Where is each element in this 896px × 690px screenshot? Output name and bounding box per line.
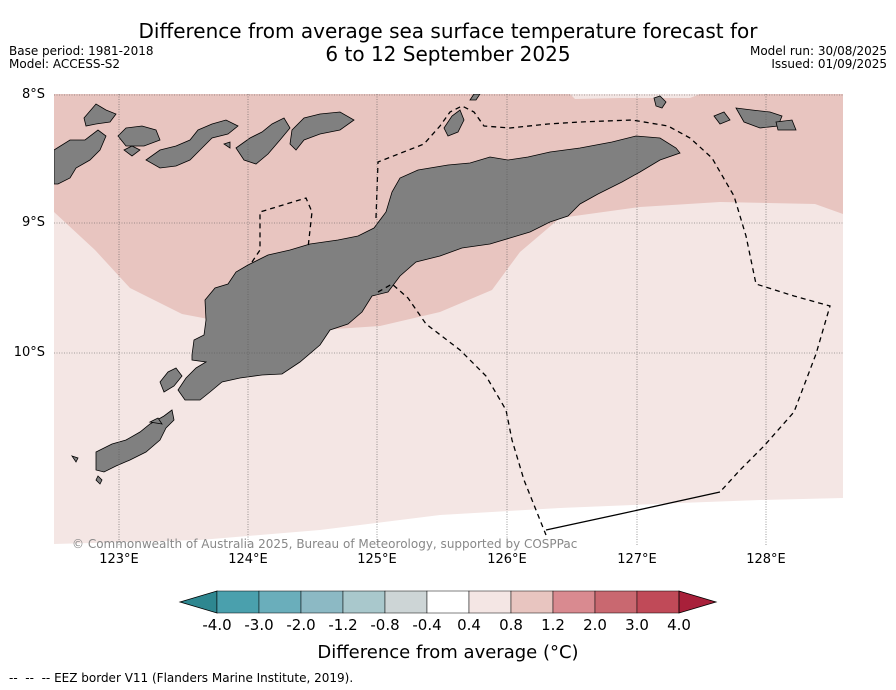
title-line-1: Difference from average sea surface temp… <box>138 19 758 43</box>
eez-border <box>251 105 831 536</box>
timor-island <box>177 135 681 401</box>
lon-label-128e: 128°E <box>746 552 786 567</box>
model-name: Model: ACCESS-S2 <box>9 57 121 71</box>
colorbar-segment <box>258 590 302 614</box>
colorbar-segment <box>636 590 680 614</box>
lon-label-127e: 127°E <box>617 552 657 567</box>
colorbar-segment <box>426 590 470 614</box>
islet-east-2 <box>713 111 731 125</box>
ndao-islet <box>71 455 79 463</box>
eez-legend-text: EEZ border V11 (Flanders Marine Institut… <box>54 671 354 685</box>
colorbar-extend-high <box>678 590 718 614</box>
anomaly-zone-bottom <box>54 498 843 546</box>
adonara-island <box>117 125 161 147</box>
semau-island <box>159 367 183 393</box>
lon-label-123e: 123°E <box>99 552 139 567</box>
lat-label-9s: 9°S <box>21 215 45 230</box>
colorbar-tick-label: 0.8 <box>499 616 523 634</box>
islet-north-2 <box>653 95 667 109</box>
colorbar-title: Difference from average (°C) <box>317 642 579 663</box>
colorbar-segment <box>216 590 260 614</box>
lon-label-125e: 125°E <box>357 552 397 567</box>
colorbar-segment <box>384 590 428 614</box>
colorbar-tick-label: -0.4 <box>412 616 442 634</box>
base-period: Base period: 1981-2018 <box>9 44 154 58</box>
meta-right: Model run: 30/08/2025 Issued: 01/09/2025 <box>750 45 887 71</box>
copyright-notice: © Commonwealth of Australia 2025, Bureau… <box>72 537 578 551</box>
eez-border-solid <box>545 491 721 531</box>
colorbar-segment <box>510 590 554 614</box>
colorbar-segment <box>342 590 386 614</box>
meta-left: Base period: 1981-2018 Model: ACCESS-S2 <box>9 45 154 71</box>
islet-south-1 <box>95 475 103 485</box>
colorbar-segment <box>468 590 512 614</box>
islet-north-4 <box>223 141 231 149</box>
colorbar-segment <box>594 590 638 614</box>
islet-east-1 <box>775 119 797 131</box>
islet-south-2 <box>148 417 163 425</box>
colorbar-tick-label: 1.2 <box>541 616 565 634</box>
chart-title: Difference from average sea surface temp… <box>0 20 896 66</box>
colorbar-tick-label: -2.0 <box>286 616 316 634</box>
lon-label-126e: 126°E <box>487 552 527 567</box>
model-run: Model run: 30/08/2025 <box>749 44 887 58</box>
islet-north-3 <box>123 145 141 157</box>
alor-island <box>235 117 291 165</box>
colorbar-tick-label: 3.0 <box>625 616 649 634</box>
colorbar-segment <box>300 590 344 614</box>
colorbar-tick-label: -3.0 <box>244 616 274 634</box>
pantar-island <box>145 119 239 169</box>
colorbar-tick-label: 2.0 <box>583 616 607 634</box>
lat-label-8s: 8°S <box>21 87 45 102</box>
title-line-2: 6 to 12 September 2025 <box>325 42 571 66</box>
issued-date: Issued: 01/09/2025 <box>771 57 887 71</box>
colorbar-tick-label: 4.0 <box>667 616 691 634</box>
rote-island <box>95 409 175 473</box>
lembata-island <box>83 103 117 127</box>
romang-island <box>735 107 783 129</box>
colorbar-segment <box>552 590 596 614</box>
colorbar-tick-label: 0.4 <box>457 616 481 634</box>
islet-north-1 <box>469 94 481 101</box>
colorbar <box>178 590 718 614</box>
lon-label-124e: 124°E <box>228 552 268 567</box>
atauro-island <box>443 109 465 137</box>
lat-label-10s: 10°S <box>13 345 45 360</box>
colorbar-tick-label: -1.2 <box>328 616 358 634</box>
colorbar-extend-low <box>178 590 218 614</box>
colorbar-tick-label: -0.8 <box>370 616 400 634</box>
eez-legend: -- -- -- EEZ border V11 (Flanders Marine… <box>9 671 354 685</box>
colorbar-tick-label: -4.0 <box>202 616 232 634</box>
flores-island <box>54 129 107 185</box>
wetar-island <box>289 111 355 151</box>
